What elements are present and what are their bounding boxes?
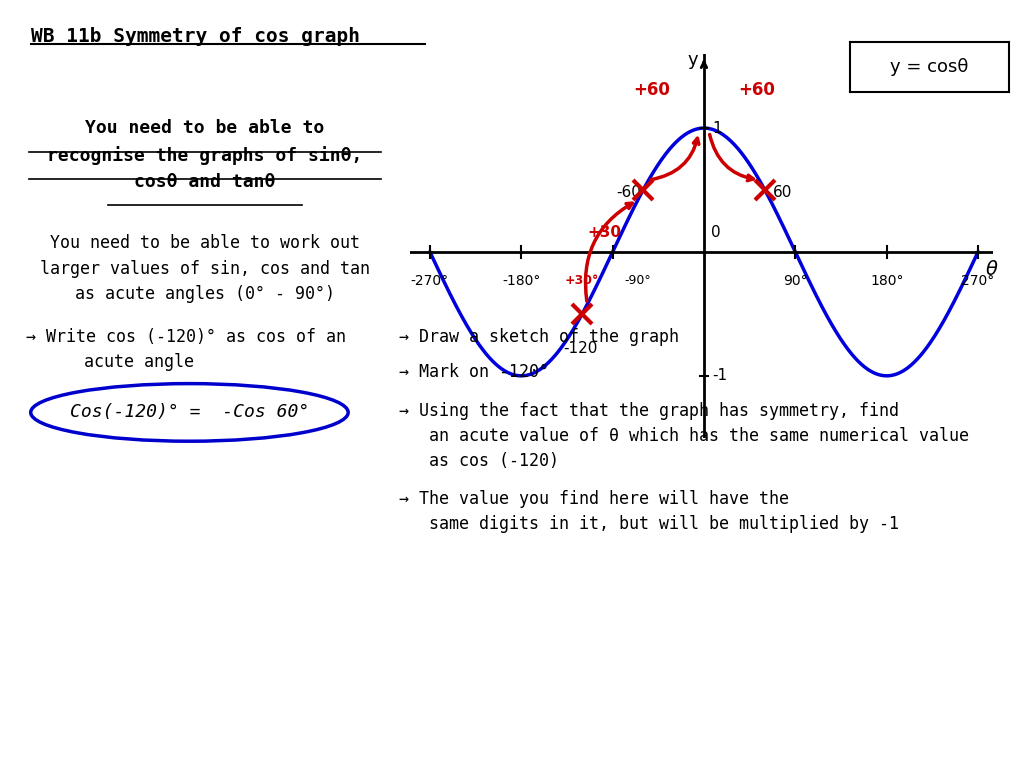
- Text: 180°: 180°: [870, 274, 903, 288]
- Text: 1: 1: [712, 121, 722, 136]
- Text: +60: +60: [633, 81, 670, 98]
- Text: -120: -120: [563, 341, 597, 356]
- Text: → The value you find here will have the: → The value you find here will have the: [399, 490, 790, 508]
- Text: as acute angles (0° - 90°): as acute angles (0° - 90°): [75, 285, 335, 303]
- Text: +30: +30: [588, 225, 622, 240]
- Text: -60: -60: [616, 185, 641, 200]
- Text: → Draw a sketch of the graph: → Draw a sketch of the graph: [399, 328, 679, 346]
- Text: -90°: -90°: [625, 274, 651, 287]
- Text: You need to be able to work out: You need to be able to work out: [50, 234, 359, 252]
- Text: cosθ and tanθ: cosθ and tanθ: [134, 173, 275, 190]
- Text: 90°: 90°: [783, 274, 808, 288]
- Text: Cos(-120)° =  -Cos 60°: Cos(-120)° = -Cos 60°: [70, 403, 309, 422]
- Text: larger values of sin, cos and tan: larger values of sin, cos and tan: [40, 260, 370, 277]
- Text: an acute value of θ which has the same numerical value: an acute value of θ which has the same n…: [399, 427, 970, 445]
- Text: → Using the fact that the graph has symmetry, find: → Using the fact that the graph has symm…: [399, 402, 899, 419]
- Text: 0: 0: [711, 224, 721, 240]
- Text: → Mark on -120°: → Mark on -120°: [399, 363, 549, 381]
- Text: -180°: -180°: [502, 274, 541, 288]
- Text: acute angle: acute angle: [84, 353, 194, 371]
- Text: WB 11b Symmetry of cos graph: WB 11b Symmetry of cos graph: [31, 27, 359, 46]
- Text: as cos (-120): as cos (-120): [399, 452, 559, 470]
- Text: You need to be able to: You need to be able to: [85, 119, 325, 137]
- Text: 270°: 270°: [962, 274, 994, 288]
- Text: recognise the graphs of sinθ,: recognise the graphs of sinθ,: [47, 146, 362, 165]
- Text: 60: 60: [773, 185, 793, 200]
- Text: y = cosθ: y = cosθ: [890, 58, 969, 76]
- Text: +60: +60: [738, 81, 775, 98]
- Text: $\theta$: $\theta$: [985, 260, 999, 279]
- Text: +30°: +30°: [565, 274, 599, 287]
- Text: y: y: [687, 51, 698, 69]
- Text: same digits in it, but will be multiplied by -1: same digits in it, but will be multiplie…: [399, 515, 899, 533]
- Text: -270°: -270°: [411, 274, 449, 288]
- Text: -1: -1: [712, 369, 727, 383]
- Text: → Write cos (-120)° as cos of an: → Write cos (-120)° as cos of an: [26, 328, 346, 346]
